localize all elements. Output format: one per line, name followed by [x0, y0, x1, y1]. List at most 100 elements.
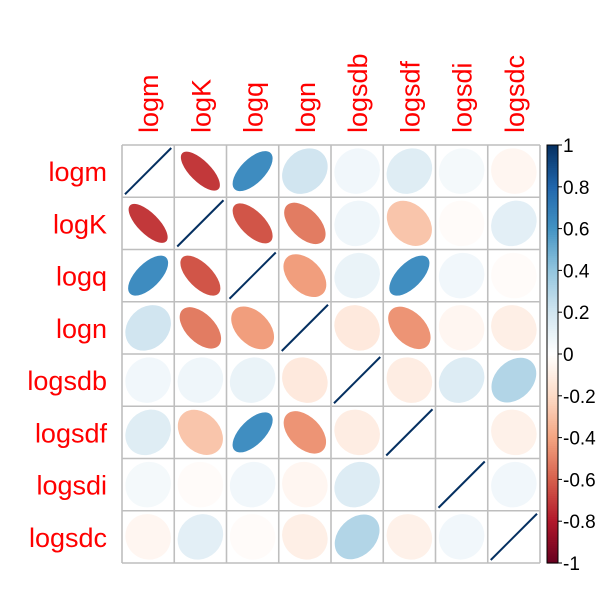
cell-logK-logsdc [491, 200, 537, 247]
cell-logsdf-logsdb [334, 409, 380, 456]
cell-logsdf-logsdc [491, 409, 537, 456]
cell-logn-logsdb [334, 305, 380, 351]
cell-logq-logsdf [389, 255, 430, 296]
colorbar-segment [547, 354, 558, 357]
colorbar-segment [547, 558, 558, 562]
colorbar-segment [547, 435, 558, 439]
cell-logn-logsdf [388, 306, 431, 350]
colorbar-segment [547, 241, 558, 244]
colorbar-segment [547, 257, 558, 261]
colorbar-segment [547, 368, 558, 372]
colorbar-segment [547, 525, 558, 529]
cell-logsdc-logq [229, 514, 276, 560]
colorbar-segment [547, 391, 558, 395]
colorbar-segment [547, 345, 558, 349]
colorbar-segment [547, 548, 558, 552]
colorbar-segment [547, 239, 558, 242]
colorbar-segment [547, 197, 558, 200]
colorbar-segment [547, 517, 558, 520]
row-label: logq [56, 262, 107, 292]
colorbar-segment [547, 494, 558, 497]
colorbar-segment [547, 228, 558, 232]
diagonal-line-logn [281, 304, 329, 352]
colorbar-segment [547, 550, 558, 554]
cell-logsdi-logsdb [334, 461, 380, 508]
colorbar-segment [547, 167, 558, 171]
colorbar-segment [547, 523, 558, 526]
colorbar-segment [547, 477, 558, 480]
column-label: logsdf [395, 60, 425, 133]
colorbar-segment [547, 301, 558, 305]
colorbar-segment [547, 278, 558, 282]
colorbar-segment [547, 531, 558, 535]
colorbar-segment [547, 295, 558, 299]
colorbar-segment [547, 448, 558, 451]
colorbar-segment [547, 397, 558, 401]
diagonal-line-logm [124, 147, 172, 195]
column-label: logsdi [448, 62, 478, 133]
cell-logn-logsdc [491, 305, 537, 351]
colorbar-segment [547, 322, 558, 326]
colorbar-segment [547, 163, 558, 167]
colorbar-segment [547, 165, 558, 169]
colorbar-segment [547, 305, 558, 309]
colorbar-segment [547, 519, 558, 522]
cell-logsdc-logK [177, 514, 224, 560]
colorbar-segment [547, 268, 558, 271]
colorbar-segment [547, 149, 558, 152]
colorbar-segment [547, 527, 558, 531]
cell-logK-logq [232, 203, 273, 244]
matrix-cells [124, 147, 538, 561]
colorbar-segment [547, 362, 558, 366]
cell-logK-logsdb [334, 200, 380, 247]
colorbar-segment [547, 205, 558, 209]
colorbar-segment [547, 360, 558, 363]
row-labels: logm logK logq logn logsdb logsdf logsdi logsdc [27, 157, 107, 553]
cell-logm-logsdb [334, 148, 380, 194]
colorbar-segment [547, 504, 558, 508]
colorbar-segment [547, 351, 558, 355]
colorbar-segment [547, 425, 558, 428]
colorbar-tick-label: -0.6 [563, 470, 596, 491]
cell-logsdf-logK [177, 409, 223, 455]
cell-logK-logsdf [386, 200, 432, 246]
colorbar-segment [547, 184, 558, 188]
colorbar-segment [547, 466, 558, 470]
colorbar-tick-label: 0 [563, 345, 574, 366]
colorbar-segment [547, 211, 558, 215]
colorbar-segment [547, 452, 558, 455]
colorbar-segment [547, 454, 558, 458]
colorbar-segment [547, 437, 558, 441]
column-labels: logm logK logq logn logsdb logsdf logsdi logsdc [134, 53, 530, 133]
colorbar-segment [547, 349, 558, 353]
colorbar-segment [547, 324, 558, 328]
colorbar-segment [547, 372, 558, 376]
colorbar-segment [547, 489, 558, 493]
colorbar-segment [547, 429, 558, 432]
colorbar-segment [547, 297, 558, 301]
cell-logm-logK [180, 151, 220, 191]
column-label: logsdc [500, 55, 530, 133]
cell-logq-logsdc [491, 252, 537, 299]
colorbar-segment [547, 266, 558, 269]
colorbar-segment [547, 236, 558, 240]
colorbar-segment [547, 328, 558, 332]
colorbar-segment [547, 540, 558, 543]
cell-logK-logsdi [438, 200, 485, 247]
column-label: logsdb [343, 53, 373, 133]
diagonal-line-logsdb [333, 356, 381, 404]
colorbar-segment [547, 182, 558, 186]
colorbar-segment [547, 222, 558, 226]
colorbar-segment [547, 176, 558, 180]
colorbar-segment [547, 282, 558, 286]
cell-logn-logK [179, 307, 222, 349]
cell-logn-logq [231, 306, 275, 350]
cell-logsdf-logn [283, 411, 327, 454]
colorbar-segment [547, 412, 558, 416]
cell-logsdb-logq [229, 357, 276, 403]
colorbar-segment [547, 339, 558, 343]
colorbar-segment [547, 502, 558, 506]
colorbar-segment [547, 314, 558, 317]
cell-logsdc-logsdb [334, 514, 380, 560]
colorbar-segment [547, 218, 558, 221]
